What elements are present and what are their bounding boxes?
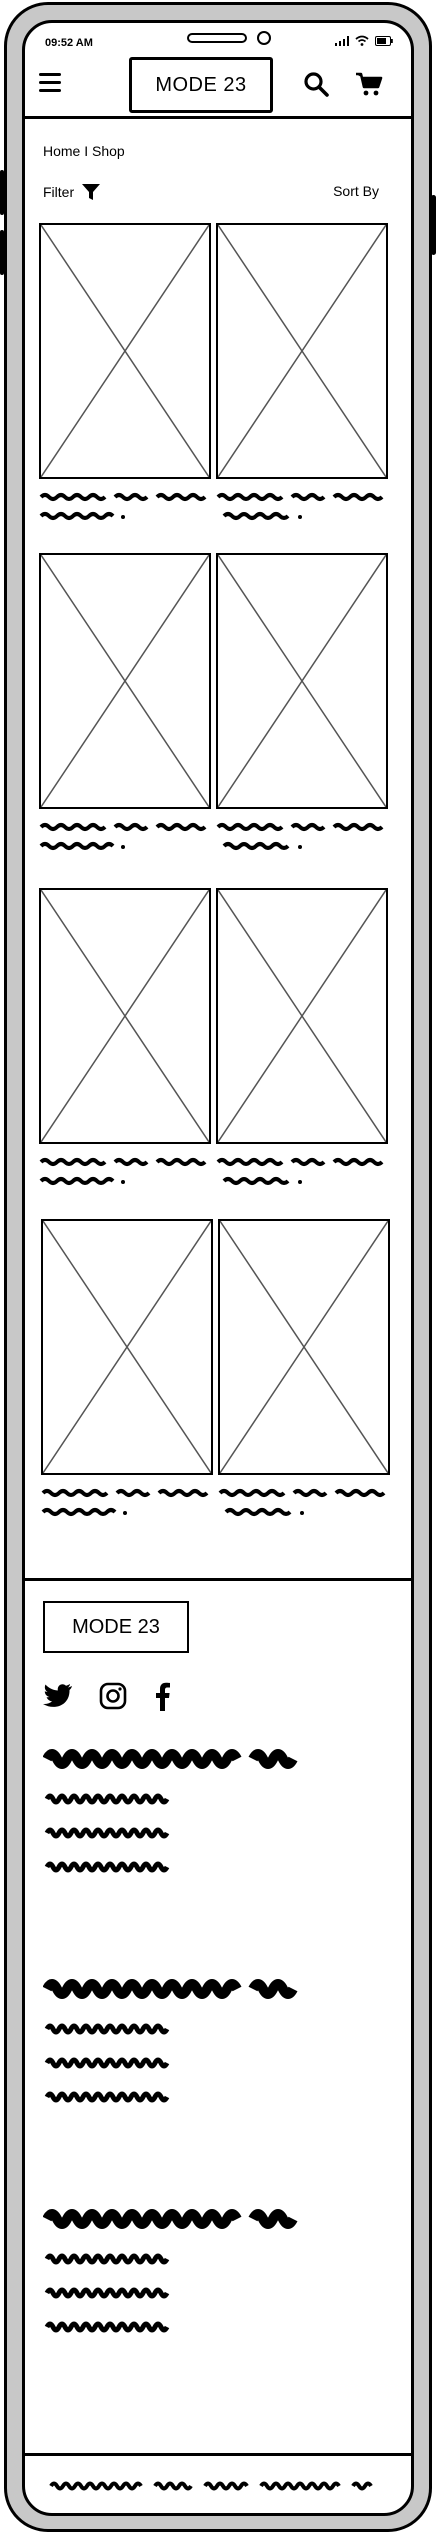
product-image-placeholder[interactable] [218,1219,390,1475]
twitter-icon[interactable] [43,1683,73,1709]
speaker-notch [187,33,247,43]
filter-label: Filter [43,184,75,200]
search-icon[interactable] [303,71,329,97]
footer-link-scribble[interactable] [43,2021,173,2037]
product-card[interactable] [216,223,388,523]
funnel-icon [82,184,101,200]
product-card[interactable] [39,223,211,523]
product-title-scribble [41,1489,209,1516]
product-image-placeholder[interactable] [216,223,388,479]
product-card[interactable] [218,1219,390,1519]
footer-section [43,1973,303,2105]
footer-link-scribble[interactable] [43,2319,173,2335]
site-logo[interactable]: MODE 23 [129,57,273,113]
footer-link-scribble[interactable] [43,1859,173,1875]
product-title-scribble [39,1158,207,1185]
product-title-scribble [39,823,207,850]
wifi-icon [355,35,369,46]
status-icons [335,35,393,46]
status-bar: 09:52 AM [25,23,411,51]
sort-by-button[interactable]: Sort By [333,183,379,199]
instagram-icon[interactable] [99,1682,127,1710]
status-time: 09:52 AM [45,37,93,49]
breadcrumb[interactable]: Home I Shop [43,143,125,159]
product-title-scribble [218,1489,386,1516]
site-footer: MODE 23 [25,1578,411,2458]
social-links [43,1681,171,1711]
menu-icon[interactable] [39,73,61,93]
footer-heading-scribble [43,2209,298,2229]
power-button [431,195,436,255]
product-card[interactable] [216,553,388,853]
footer-logo[interactable]: MODE 23 [43,1601,189,1653]
product-title-scribble [216,823,384,850]
filter-button[interactable]: Filter [43,183,101,201]
site-header: MODE 23 [25,51,411,119]
product-title-scribble [216,1158,384,1185]
product-card[interactable] [39,888,211,1188]
product-card[interactable] [41,1219,213,1519]
volume-up-button [0,170,4,215]
product-card[interactable] [39,553,211,853]
footer-link-scribble[interactable] [43,2055,173,2071]
product-image-placeholder[interactable] [216,553,388,809]
signal-icon [335,36,349,46]
camera-icon [257,31,271,45]
product-image-placeholder[interactable] [39,888,211,1144]
footer-heading-scribble [43,1749,298,1769]
volume-down-button [0,230,4,275]
footer-link-scribble[interactable] [43,1825,173,1841]
cart-icon[interactable] [355,71,383,97]
footer-link-scribble[interactable] [43,2089,173,2105]
footer-link-scribble[interactable] [43,2285,173,2301]
footer-link-scribble[interactable] [43,1791,173,1807]
footer-section [43,2203,303,2335]
copyright-bar [25,2453,411,2513]
phone-screen: 09:52 AM MODE 23 [22,20,414,2516]
footer-heading-scribble [43,1979,298,1999]
footer-link-scribble[interactable] [43,2251,173,2267]
product-title-scribble [39,493,207,520]
product-image-placeholder[interactable] [39,223,211,479]
product-title-scribble [216,493,384,520]
facebook-icon[interactable] [153,1681,171,1711]
product-image-placeholder[interactable] [41,1219,213,1475]
footer-section [43,1743,303,1875]
product-image-placeholder[interactable] [216,888,388,1144]
battery-icon [375,36,393,46]
product-image-placeholder[interactable] [39,553,211,809]
product-card[interactable] [216,888,388,1188]
copyright-scribble [49,2481,373,2491]
